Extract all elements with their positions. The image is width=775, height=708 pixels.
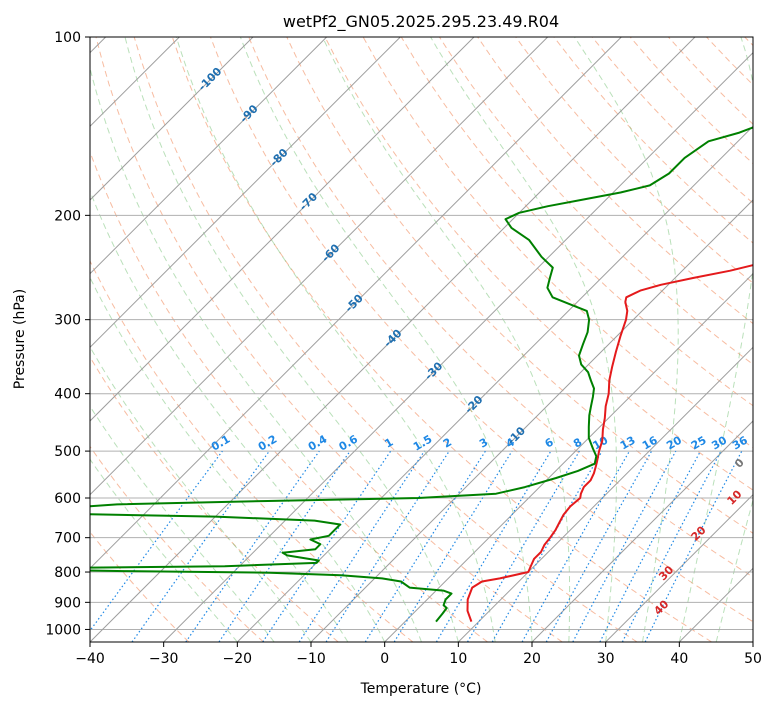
mixing-ratio-line: [545, 450, 653, 642]
moist-adiabat: [322, 37, 571, 642]
isotherm: [90, 37, 696, 642]
y-axis-label: Pressure (hPa): [12, 289, 28, 389]
x-tick-label: 0: [380, 651, 389, 667]
profile-series: [90, 126, 753, 623]
mixing-ratio-line: [325, 450, 450, 642]
mixing-ratio-line: [521, 450, 631, 642]
temperature-line: [466, 264, 753, 622]
dewpoint-line: [90, 126, 753, 623]
dry-adiabat: [133, 37, 638, 642]
moist-adiabat: [239, 37, 533, 642]
isotherm: [310, 199, 753, 642]
dry-adiabat: [90, 445, 264, 642]
moist-adiabat: [90, 458, 238, 642]
moist-adiabat: [90, 189, 386, 642]
x-tick-label: −20: [223, 651, 253, 667]
dry-adiabat: [248, 37, 753, 578]
x-tick-label: 40: [670, 651, 688, 667]
plot-frame: [89, 36, 754, 643]
isotherm: [531, 420, 753, 642]
moist-adiabat: [175, 37, 496, 642]
x-tick-label: 50: [744, 651, 762, 667]
moist-adiabat: [90, 345, 312, 642]
x-tick-label: 30: [597, 651, 615, 667]
y-tick-label: 400: [54, 387, 81, 403]
moist-adiabat: [90, 65, 422, 642]
y-tick-label: 600: [54, 491, 81, 507]
y-tick-label: 100: [54, 30, 81, 46]
isotherm: [90, 37, 549, 496]
y-tick-label: 700: [54, 531, 81, 547]
dry-adiabat: [286, 37, 753, 534]
moist-adiabat: [430, 37, 617, 642]
dry-adiabat: [171, 37, 712, 642]
y-tick-label: 500: [54, 444, 81, 460]
dry-adiabat: [95, 37, 563, 642]
isotherm: [163, 51, 753, 642]
moist-adiabat: [715, 498, 753, 642]
mixing-ratio-line: [218, 450, 351, 642]
isotherm: [90, 37, 328, 275]
axis-ticks: −40 −30 −20 −10 0 10 20 30 40 50 100 200 300 400 500 60…: [45, 30, 762, 667]
y-tick-label: 200: [54, 208, 81, 224]
x-tick-label: 10: [449, 651, 467, 667]
x-axis-label: Temperature (°C): [360, 681, 482, 697]
y-tick-label: 800: [54, 565, 81, 581]
chart-title: wetPf2_GN05.2025.295.23.49.R04: [283, 12, 559, 32]
x-tick-label: 20: [523, 651, 541, 667]
isotherm: [384, 272, 753, 642]
x-tick-label: −10: [296, 651, 326, 667]
isotherm: [605, 493, 753, 642]
isotherm: [90, 37, 475, 422]
mixing-ratio-line: [644, 450, 743, 642]
mixing-ratio-line: [572, 450, 677, 642]
isotherm: [236, 125, 753, 642]
x-tick-label: −40: [75, 651, 105, 667]
y-tick-label: 1000: [45, 622, 81, 638]
dry-adiabat: [90, 356, 339, 642]
dry-adiabat: [515, 37, 753, 284]
isotherm: [457, 346, 753, 642]
isotherm: [90, 37, 622, 570]
dry-adiabat: [90, 259, 414, 642]
mixing-ratio-line: [90, 450, 223, 632]
x-tick-label: −30: [149, 651, 179, 667]
moist-adiabat: [678, 37, 753, 642]
y-tick-label: 900: [54, 595, 81, 611]
mixing-ratio-line: [298, 450, 425, 642]
mixing-ratio-line: [185, 450, 320, 642]
mixing-ratio-line: [131, 450, 270, 642]
dry-adiabat: [324, 37, 753, 491]
isotherm: [90, 37, 401, 349]
mixing-ratio-line: [262, 450, 392, 642]
moist-adiabat: [90, 276, 349, 642]
dry-adiabat: [210, 37, 753, 623]
isotherm: [90, 37, 254, 201]
y-tick-label: 300: [54, 313, 81, 329]
